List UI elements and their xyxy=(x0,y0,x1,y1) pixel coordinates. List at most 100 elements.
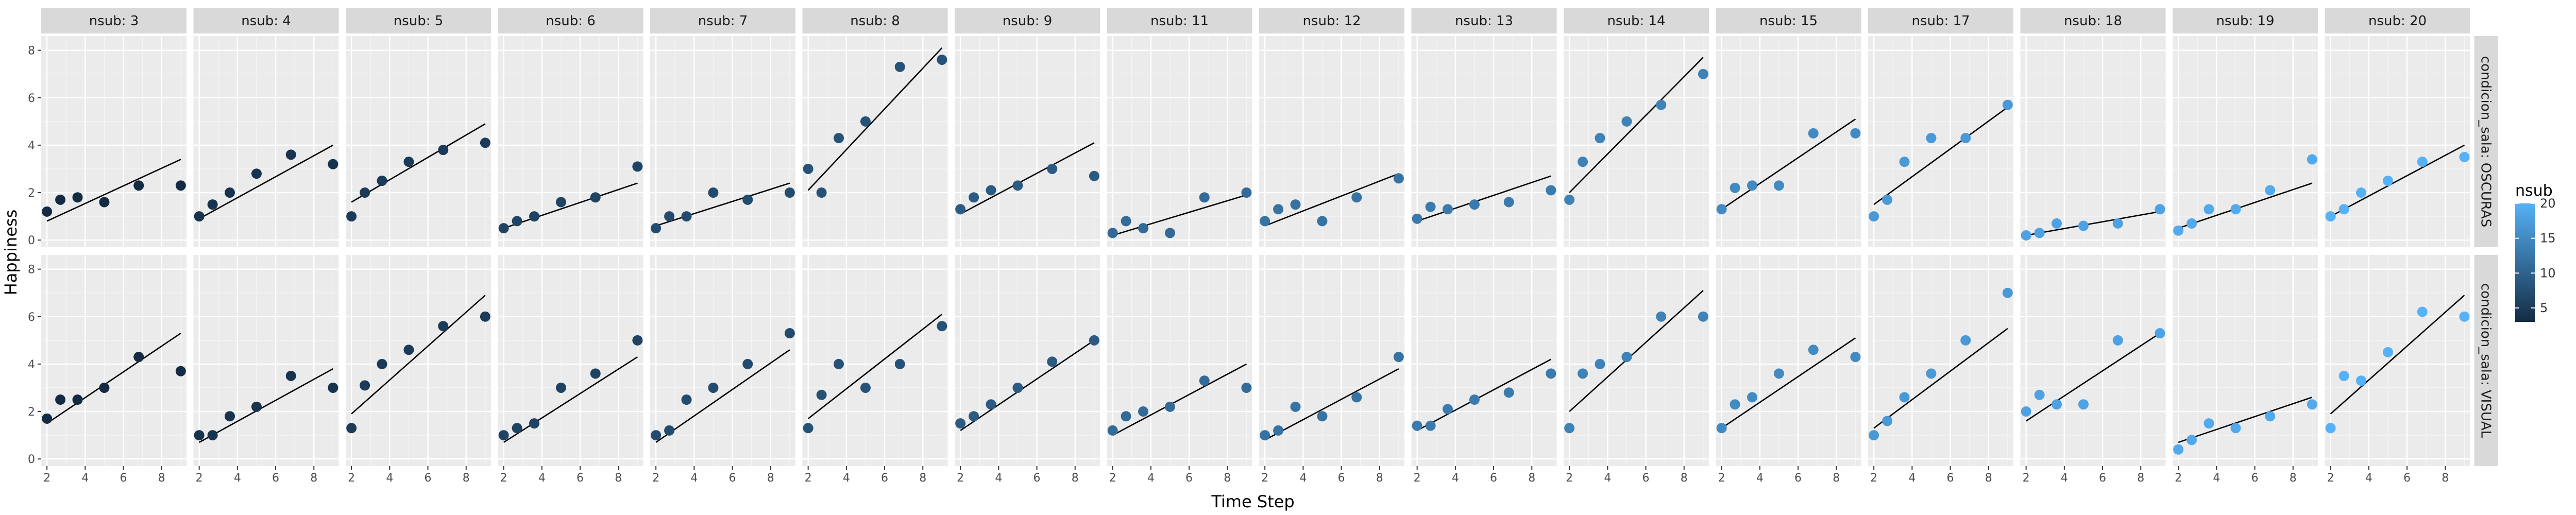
data-point xyxy=(1698,68,1708,79)
data-point xyxy=(1241,382,1252,393)
x-tick-label: 4 xyxy=(1147,472,1155,485)
panel-background xyxy=(2173,36,2318,247)
x-tick-label: 8 xyxy=(1224,472,1231,485)
data-point xyxy=(2307,154,2317,165)
facet-strip-column xyxy=(1107,8,1252,33)
x-tick-label: 6 xyxy=(1794,472,1802,485)
data-point xyxy=(2021,406,2031,417)
facet-strip-label: nsub: 13 xyxy=(1455,13,1513,29)
data-point xyxy=(2265,185,2276,196)
y-tick-label: 8 xyxy=(28,264,35,277)
x-tick-label: 4 xyxy=(2365,472,2372,485)
data-point xyxy=(555,197,566,208)
data-point xyxy=(498,223,509,234)
legend-colorbar xyxy=(2515,203,2535,322)
data-point xyxy=(1730,399,1740,410)
facet-strip-row-label: condicion_sala: VISUAL xyxy=(2478,283,2494,438)
data-point xyxy=(1199,192,1210,203)
data-point xyxy=(1443,404,1453,415)
data-point xyxy=(1503,387,1514,398)
data-point xyxy=(2325,423,2336,434)
data-point xyxy=(2265,411,2276,422)
x-tick-label: 4 xyxy=(2061,472,2068,485)
data-point xyxy=(2155,328,2165,339)
panel-background xyxy=(1411,255,1557,466)
facet-strip-label: nsub: 11 xyxy=(1150,13,1209,29)
facet-strip-column xyxy=(1868,8,2013,33)
facet-strip-label: nsub: 8 xyxy=(850,13,900,29)
x-tick-label: 6 xyxy=(1947,472,1954,485)
panel-background xyxy=(1564,36,1709,247)
trend-line xyxy=(807,314,943,419)
data-point xyxy=(555,382,566,393)
panel-background xyxy=(1564,255,1709,466)
data-point xyxy=(1578,368,1588,379)
facet-strip-column xyxy=(41,8,187,33)
data-point xyxy=(651,223,662,234)
data-point xyxy=(346,423,357,434)
panel-background xyxy=(1107,36,1252,247)
x-tick-label: 2 xyxy=(2023,472,2030,485)
data-point xyxy=(1621,116,1632,127)
trend-line xyxy=(1417,175,1551,222)
trend-line xyxy=(1112,194,1247,236)
x-tick-label: 4 xyxy=(81,472,89,485)
data-point xyxy=(1747,180,1757,191)
data-point xyxy=(969,192,979,203)
panel-background xyxy=(41,36,187,247)
facet-strip-column xyxy=(955,8,1100,33)
data-point xyxy=(480,138,490,148)
data-point xyxy=(1089,335,1099,346)
data-point xyxy=(2459,151,2470,162)
x-tick-label: 4 xyxy=(1452,472,1459,485)
panel-background xyxy=(650,36,795,247)
legend-label: 5 xyxy=(2540,301,2548,315)
y-tick-label: 0 xyxy=(28,453,35,466)
data-point xyxy=(251,401,262,412)
data-point xyxy=(1808,345,1819,355)
data-point xyxy=(803,423,814,434)
data-point xyxy=(651,430,662,441)
facet-strip-column xyxy=(1716,8,1861,33)
trend-line xyxy=(1569,57,1704,193)
data-point xyxy=(529,418,539,429)
data-point xyxy=(2034,389,2045,400)
data-point xyxy=(1107,425,1118,436)
trend-line xyxy=(199,368,333,443)
data-point xyxy=(1089,170,1099,181)
data-point xyxy=(512,216,522,227)
facet-strip-label: nsub: 9 xyxy=(1003,13,1053,29)
facet-strip-column xyxy=(2020,8,2166,33)
panel-background xyxy=(2020,255,2166,466)
data-point xyxy=(1595,358,1605,369)
data-point xyxy=(480,311,490,322)
x-tick-label: 6 xyxy=(2251,472,2259,485)
x-tick-label: 4 xyxy=(843,472,850,485)
data-point xyxy=(1012,180,1023,191)
trend-line xyxy=(960,339,1095,431)
x-tick-label: 8 xyxy=(2442,472,2449,485)
data-point xyxy=(194,430,205,441)
data-point xyxy=(632,335,643,346)
data-point xyxy=(99,382,110,393)
legend-label: 15 xyxy=(2540,231,2556,246)
trend-line xyxy=(351,123,486,203)
trend-line xyxy=(1417,358,1551,432)
x-tick-label: 2 xyxy=(1414,472,1421,485)
x-tick-label: 8 xyxy=(158,472,165,485)
trend-line xyxy=(1873,107,2008,205)
data-point xyxy=(1425,420,1436,431)
data-point xyxy=(1047,356,1058,367)
data-point xyxy=(2204,418,2214,429)
x-axis-title: Time Step xyxy=(1211,492,1294,511)
x-tick-label: 2 xyxy=(2327,472,2334,485)
data-point xyxy=(986,185,996,196)
data-point xyxy=(2230,204,2241,215)
x-tick-label: 8 xyxy=(2137,472,2144,485)
panel-background xyxy=(802,255,948,466)
data-point xyxy=(955,204,966,215)
facet-strip-column xyxy=(193,8,339,33)
data-point xyxy=(708,187,719,198)
data-point xyxy=(986,399,996,410)
